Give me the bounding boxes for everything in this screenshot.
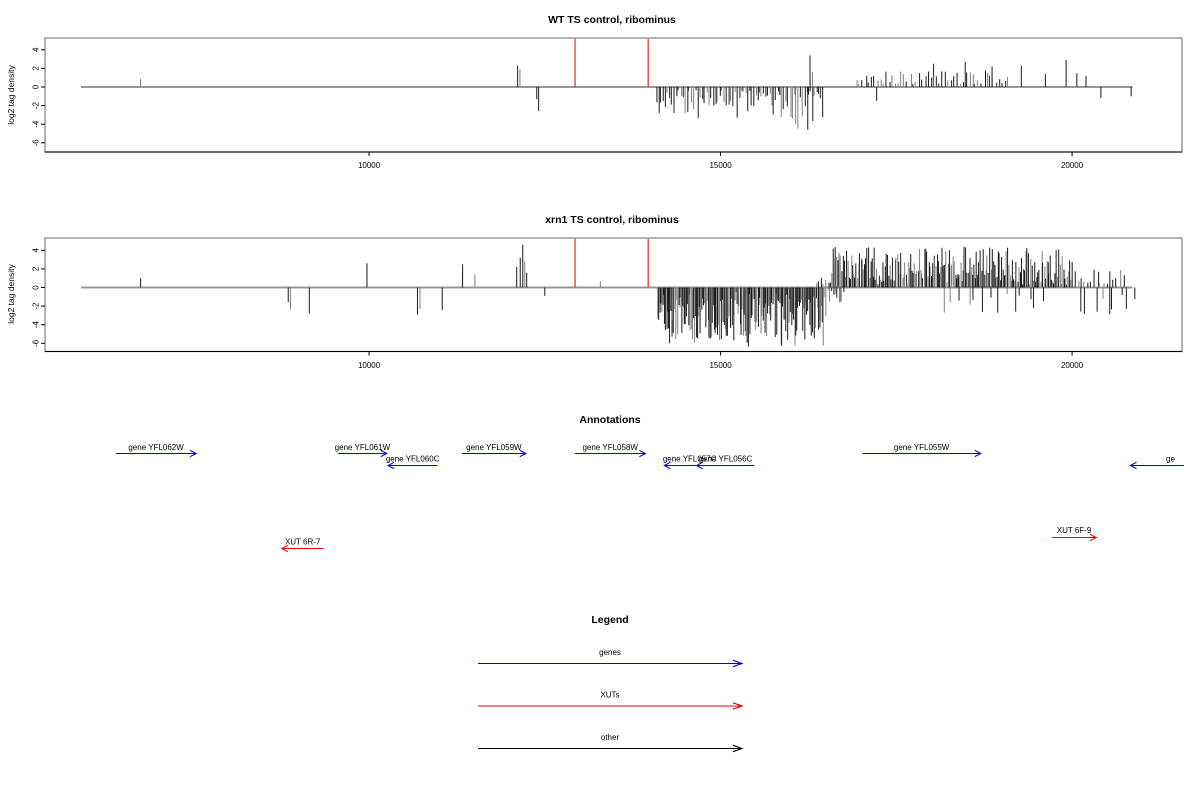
gene-arrow-head: [189, 449, 198, 458]
y-tick-label: -4: [32, 321, 41, 329]
gene-arrow-head: [639, 449, 647, 458]
gene-arrow-head: [519, 449, 528, 458]
y-tick-label: 4: [32, 248, 41, 253]
legend-entry: genes: [478, 648, 744, 668]
legend-entry-label: XUTs: [600, 691, 619, 700]
gene-annotation: gene YFL055W: [862, 443, 982, 458]
panel-title: xrn1 TS control, ribominus: [545, 214, 679, 226]
gene-annotation: ge: [1129, 455, 1184, 470]
y-tick-label: 2: [32, 266, 41, 271]
y-tick-label: 0: [32, 84, 41, 89]
y-tick-label: 4: [32, 47, 41, 52]
xut-arrow-head: [280, 544, 289, 553]
y-axis-label: log2 tag density: [6, 263, 16, 323]
gene-annotation: gene YFL059W: [461, 443, 528, 458]
y-tick-label: 0: [32, 285, 41, 290]
gene-annotation: gene YFL056C: [695, 455, 755, 470]
plot-box: [44, 37, 1183, 153]
gene-label: gene YFL061W: [335, 443, 391, 452]
panel-plot-area: 4 2 0 -2 -4 -6 10000 15000 20000: [32, 37, 1183, 170]
y-tick-label: -6: [32, 139, 41, 147]
panel-xrn1: xrn1 TS control, ribominus log2 tag dens…: [6, 214, 1183, 370]
plot-box: [44, 237, 1183, 353]
x-tick-label: 10000: [358, 361, 381, 370]
gene-arrow-head: [386, 461, 395, 470]
gene-label: gene YFL058W: [582, 443, 638, 452]
annotations-section: Annotations gene YFL062W gene YFL061Wgene…: [116, 414, 1184, 553]
xut-arrow-head: [1089, 533, 1098, 542]
legend-title: Legend: [591, 614, 628, 626]
gene-arrow-head: [695, 461, 703, 470]
panel-title: WT TS control, ribominus: [548, 14, 676, 26]
legend-entry-label: genes: [599, 648, 621, 657]
legend-arrow-head: [732, 702, 744, 710]
gene-label: gene YFL055W: [894, 443, 950, 452]
legend-arrow-head: [732, 744, 744, 753]
y-tick-label: -6: [32, 339, 41, 347]
annotation-tracks: gene YFL062W gene YFL061W gene YFL060C gene…: [116, 443, 1184, 553]
x-tick-label: 20000: [1061, 361, 1084, 370]
y-tick-label: -2: [32, 101, 41, 109]
panel-wt: WT TS control, ribominus log2 tag densit…: [6, 14, 1183, 170]
gene-label: gene YFL057C: [663, 455, 717, 464]
gene-arrow-head: [380, 449, 388, 458]
gene-arrow-head: [974, 449, 982, 458]
x-tick-label: 20000: [1061, 161, 1084, 170]
gene-label: gene YFL059W: [466, 443, 522, 452]
gene-label: gene YFL062W: [128, 443, 184, 452]
y-tick-label: -2: [32, 302, 41, 310]
gene-arrow-head: [1129, 461, 1137, 470]
y-axis-label: log2 tag density: [6, 64, 16, 124]
gene-label: ge: [1166, 455, 1175, 464]
gene-arrow-head: [663, 461, 671, 470]
x-tick-label: 15000: [709, 161, 732, 170]
x-tick-label: 10000: [358, 161, 381, 170]
y-tick-label: -4: [32, 120, 41, 128]
legend-entry: XUTs: [478, 691, 744, 710]
annotations-title: Annotations: [579, 414, 640, 426]
xut-label: XUT 6F-9: [1057, 526, 1092, 535]
xut-annotation: XUT 6R-7: [280, 538, 324, 553]
legend-entry: other: [478, 733, 744, 753]
gene-label: gene YFL060C: [386, 455, 440, 464]
xut-label: XUT 6R-7: [285, 538, 321, 547]
legend-arrow-head: [732, 659, 744, 668]
gene-annotation: gene YFL058W: [575, 443, 647, 458]
gene-annotation: gene YFL060C: [386, 455, 440, 470]
legend-section: Legend genes XUTs other: [478, 614, 744, 753]
panel-plot-area: 4 2 0 -2 -4 -6 10000 15000 20000: [32, 237, 1183, 370]
legend-entries: genes XUTs other: [478, 648, 744, 753]
y-tick-label: 2: [32, 66, 41, 71]
xut-annotation: XUT 6F-9: [1052, 526, 1098, 542]
legend-entry-label: other: [601, 733, 620, 742]
gene-annotation: gene YFL061W: [335, 443, 391, 458]
gene-annotation: gene YFL062W: [116, 443, 198, 458]
x-tick-label: 15000: [709, 361, 732, 370]
gene-label: gene YFL056C: [699, 455, 753, 464]
